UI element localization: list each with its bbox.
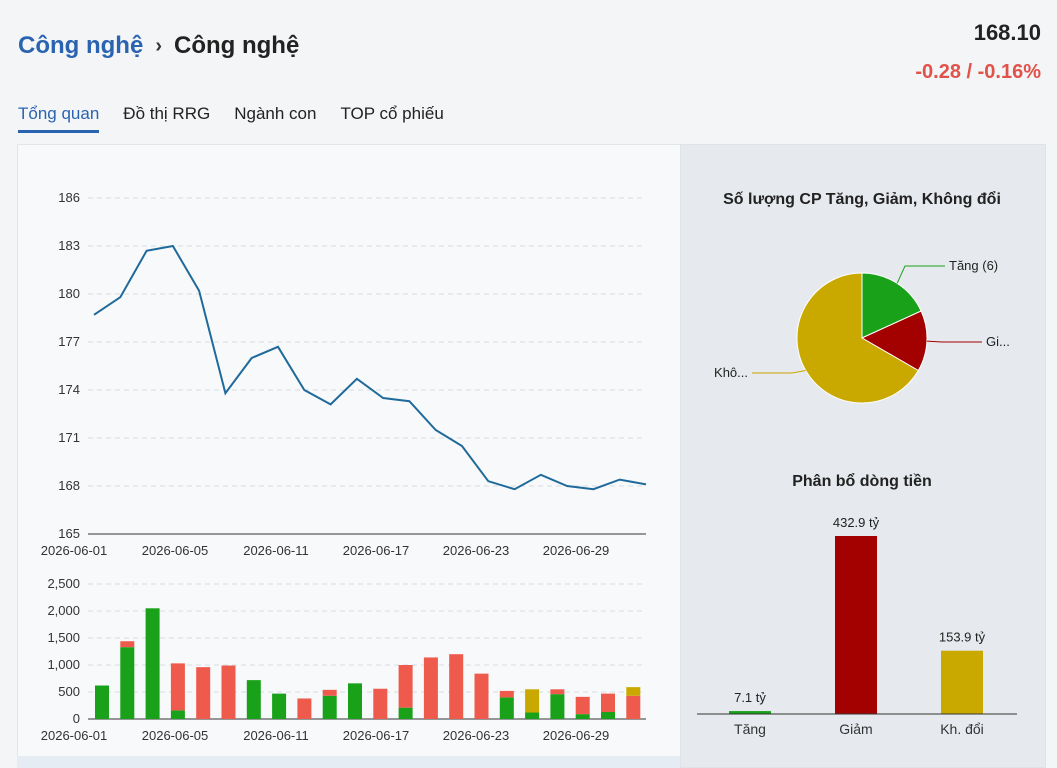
volume-bar-down	[373, 688, 388, 719]
flow-category-label: Tăng	[734, 721, 766, 737]
flow-bar	[835, 536, 877, 714]
pie-slice	[861, 272, 922, 339]
price-line-series	[93, 244, 647, 491]
price-y-tick-label: 174	[58, 382, 80, 397]
volume-x-tick-label: 2026-06-23	[443, 728, 510, 743]
tab-top-stocks[interactable]: TOP cổ phiếu	[340, 104, 444, 123]
volume-bar-up	[550, 694, 565, 719]
price-x-tick-label: 2026-06-05	[142, 543, 209, 558]
volume-bar-down	[601, 693, 615, 712]
volume-bar-up	[246, 680, 261, 719]
panel-footer-strip	[17, 756, 680, 768]
volume-bar-down	[170, 663, 185, 711]
volume-bar-down	[196, 667, 211, 719]
volume-y-tick-label: 1,500	[47, 630, 80, 645]
price-y-tick-label: 168	[58, 478, 80, 493]
volume-bar-down	[120, 641, 135, 648]
price-y-tick-label: 183	[58, 238, 80, 253]
breadcrumb: Công nghệ › Công nghệ	[18, 32, 299, 60]
volume-bar-up	[601, 711, 615, 719]
price-y-tick-label: 171	[58, 430, 80, 445]
breadcrumb-parent-link[interactable]: Công nghệ	[18, 32, 144, 59]
flow-bar-value-label: 153.9 tỷ	[939, 630, 986, 645]
volume-bar-up	[348, 683, 362, 719]
volume-x-tick-label: 2026-06-11	[243, 728, 309, 743]
volume-bar-down	[423, 657, 438, 719]
flow-bar	[941, 650, 983, 714]
volume-bar-up	[145, 608, 160, 719]
volume-bar-down	[474, 673, 489, 719]
volume-x-tick-label: 2026-06-01	[41, 728, 108, 743]
chart-panel-right: Số lượng CP Tăng, Giảm, Không đổi Tăng (6…	[680, 144, 1046, 768]
volume-bar-up	[95, 685, 109, 719]
volume-bar-up	[398, 707, 413, 719]
volume-bar-unchanged	[626, 687, 641, 696]
volume-y-tick-label: 500	[58, 684, 80, 699]
volume-bar-down	[626, 695, 641, 719]
chevron-right-icon: ›	[155, 34, 162, 57]
chart-panel-left: 165 168 171 174 177 180 183 186 2026-06-01 2026-0…	[17, 144, 680, 768]
price-x-tick-label: 2026-06-11	[243, 543, 309, 558]
volume-bar-down	[550, 689, 565, 695]
page-header: Công nghệ › Công nghệ 168.10 -0.28 / -0.…	[0, 0, 1057, 96]
tab-rrg-chart[interactable]: Đồ thị RRG	[123, 104, 211, 123]
price-x-tick-label: 2026-06-17	[343, 543, 410, 558]
tab-sub-industries[interactable]: Ngành con	[234, 104, 317, 123]
flow-bar-value-label: 432.9 tỷ	[833, 515, 880, 530]
volume-x-tick-label: 2026-06-29	[543, 728, 610, 743]
volume-bar-up	[499, 697, 514, 719]
volume-bar-down	[499, 690, 514, 698]
page-title: Công nghệ	[173, 32, 300, 59]
volume-bar-down	[322, 689, 337, 696]
price-x-tick-label: 2026-06-23	[443, 543, 510, 558]
volume-bar-down	[221, 665, 236, 719]
tab-overview[interactable]: Tổng quan	[18, 104, 100, 133]
price-x-tick-label: 2026-06-29	[543, 543, 610, 558]
pie-slice	[796, 272, 919, 404]
volume-bar-up	[575, 714, 590, 719]
volume-y-tick-label: 2,000	[47, 603, 80, 618]
price-y-tick-label: 165	[58, 526, 80, 541]
price-y-tick-label: 186	[58, 190, 80, 205]
volume-bar-unchanged	[525, 689, 540, 713]
pie-slice-label: Gi...	[986, 334, 1010, 349]
volume-x-tick-label: 2026-06-05	[142, 728, 209, 743]
pie-leader-line	[926, 340, 982, 343]
price-y-tick-label: 177	[58, 334, 80, 349]
price-y-tick-label: 180	[58, 286, 80, 301]
volume-bar-up	[525, 712, 540, 719]
flow-bar	[729, 711, 771, 714]
volume-bar-up	[170, 710, 185, 719]
volume-bar-up	[272, 693, 287, 719]
index-change: -0.28 / -0.16%	[915, 61, 1041, 83]
pie-leader-line	[752, 370, 806, 374]
volume-x-tick-label: 2026-06-17	[343, 728, 410, 743]
flow-chart-title: Phân bổ dòng tiền	[792, 472, 932, 490]
pie-leader-line	[896, 265, 945, 284]
volume-bar-up	[120, 647, 135, 719]
flow-category-label: Giảm	[839, 721, 872, 737]
pie-slice-label: Tăng (6)	[949, 258, 998, 273]
flow-bar-value-label: 7.1 tỷ	[734, 690, 766, 705]
volume-y-tick-label: 2,500	[47, 576, 80, 591]
volume-bar-down	[297, 698, 312, 719]
price-volume-charts: 165 168 171 174 177 180 183 186 2026-06-01 2026-0…	[41, 190, 647, 743]
breadth-flow-charts: Số lượng CP Tăng, Giảm, Không đổi Tăng (6…	[697, 190, 1017, 737]
volume-bar-down	[398, 665, 413, 708]
flow-category-label: Kh. đổi	[940, 721, 984, 737]
volume-y-tick-label: 1,000	[47, 657, 80, 672]
pie-chart-title: Số lượng CP Tăng, Giảm, Không đổi	[723, 190, 1001, 208]
index-price: 168.10	[973, 20, 1041, 45]
tab-bar: Tổng quan Đồ thị RRG Ngành con TOP cổ ph…	[18, 104, 468, 134]
volume-bar-down	[449, 654, 464, 719]
volume-y-tick-label: 0	[73, 711, 80, 726]
volume-bar-down	[575, 696, 590, 715]
pie-slice-label: Khô...	[714, 365, 748, 380]
volume-bar-up	[322, 695, 337, 719]
price-x-tick-label: 2026-06-01	[41, 543, 108, 558]
